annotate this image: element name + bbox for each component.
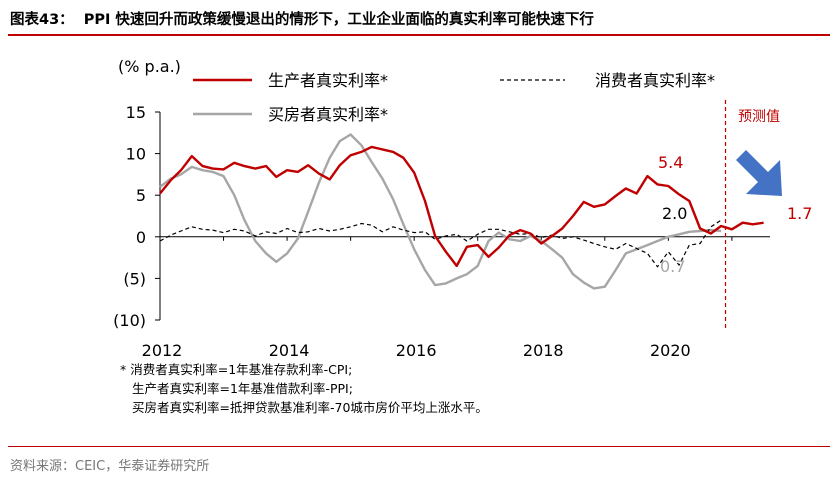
figure-title-text: PPI 快速回升而政策缓慢退出的情形下，工业企业面临的真实利率可能快速下行	[83, 12, 594, 28]
bottom-rule	[8, 446, 830, 447]
x-tick-label: 2016	[396, 341, 437, 360]
legend-label: 买房者真实利率*	[268, 105, 388, 124]
y-tick-label: 15	[126, 103, 146, 122]
y-tick-label: 0	[136, 228, 146, 247]
y-tick-label: 10	[126, 145, 146, 164]
x-tick-label: 2020	[650, 341, 691, 360]
footnote-line: 生产者真实利率=1年基准借款利率-PPI;	[132, 381, 353, 396]
figure-number: 图表43：	[10, 12, 74, 28]
footnote-line: * 消费者真实利率=1年基准存款利率-CPI;	[120, 362, 353, 377]
figure-title: 图表43： PPI 快速回升而政策缓慢退出的情形下，工业企业面临的真实利率可能快速…	[10, 8, 594, 29]
footnote-line: 买房者真实利率=抵押贷款基准利率-70城市房价平均上涨水平。	[132, 400, 488, 415]
footnotes: * 消费者真实利率=1年基准存款利率-CPI; 生产者真实利率=1年基准借款利率…	[120, 360, 488, 417]
forecast-label: 预测值	[738, 109, 780, 125]
legend-label: 消费者真实利率*	[595, 71, 715, 90]
top-rule	[8, 34, 830, 36]
series-line-2	[159, 133, 722, 290]
y-tick-label: (5)	[123, 269, 146, 288]
data-label: 0.7	[660, 257, 685, 276]
series-line-1	[159, 219, 722, 268]
down-arrow-icon	[736, 150, 782, 196]
legend-label: 生产者真实利率*	[268, 71, 388, 90]
y-tick-label: 5	[136, 186, 146, 205]
source-note: 资料来源：CEIC，华泰证券研究所	[10, 459, 210, 474]
y-tick-label: (10)	[113, 311, 146, 330]
y-axis-label: (% p.a.)	[118, 57, 181, 76]
x-tick-label: 2018	[523, 341, 564, 360]
x-tick-label: 2012	[142, 341, 183, 360]
data-label: 1.7	[787, 204, 812, 223]
series-line-0	[159, 145, 764, 268]
x-tick-label: 2014	[269, 341, 310, 360]
data-label: 5.4	[658, 153, 683, 172]
data-label: 2.0	[662, 204, 687, 223]
